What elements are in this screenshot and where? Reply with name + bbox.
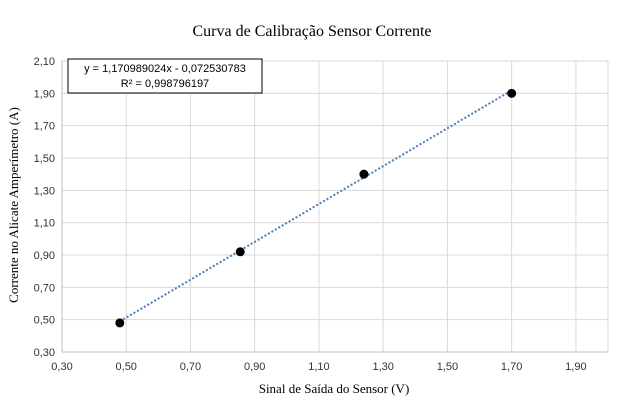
data-point	[115, 318, 125, 328]
chart-title: Curva de Calibração Sensor Corrente	[192, 23, 431, 40]
y-tick-label: 1,10	[34, 218, 55, 230]
x-tick-label: 1,10	[308, 361, 329, 373]
y-tick-label: 1,30	[34, 185, 55, 197]
y-tick-label: 0,30	[34, 347, 55, 359]
x-tick-label: 1,90	[565, 361, 586, 373]
equation-box-border	[67, 58, 263, 94]
equation-box: y = 1,170989024x - 0,072530783 R² = 0,99…	[67, 58, 263, 94]
y-tick-label: 0,50	[34, 315, 55, 327]
data-point	[507, 88, 517, 98]
x-tick-label: 0,50	[116, 361, 137, 373]
x-tick-label: 0,90	[244, 361, 265, 373]
x-tick-label: 0,70	[180, 361, 201, 373]
y-tick-label: 2,10	[34, 56, 55, 68]
y-tick-label: 0,90	[34, 250, 55, 262]
y-tick-label: 0,70	[34, 282, 55, 294]
x-tick-labels: 0,30 0,50 0,70 0,90 1,10 1,30 1,50 1,70 1,90	[51, 361, 586, 373]
y-tick-label: 1,50	[34, 153, 55, 165]
axes	[61, 61, 608, 353]
x-axis-title: Sinal de Saída do Sensor (V)	[259, 381, 410, 396]
x-tick-label: 1,50	[437, 361, 458, 373]
x-tick-label: 1,30	[372, 361, 393, 373]
y-axis-title: Corrente no Alicate Amperímetro (A)	[6, 107, 21, 303]
trendline-r2: R² = 0,998796197	[121, 78, 209, 90]
data-point	[235, 247, 245, 257]
y-tick-label: 1,70	[34, 121, 55, 133]
x-tick-label: 1,70	[501, 361, 522, 373]
data-point	[359, 169, 369, 179]
y-tick-labels: 0,30 0,50 0,70 0,90 1,10 1,30 1,50 1,70 1,90 2,10	[34, 56, 55, 359]
gridlines	[62, 60, 609, 352]
y-tick-label: 1,90	[34, 88, 55, 100]
x-tick-label: 0,30	[51, 361, 72, 373]
trendline-equation: y = 1,170989024x - 0,072530783	[84, 63, 246, 75]
data-points	[115, 88, 517, 328]
